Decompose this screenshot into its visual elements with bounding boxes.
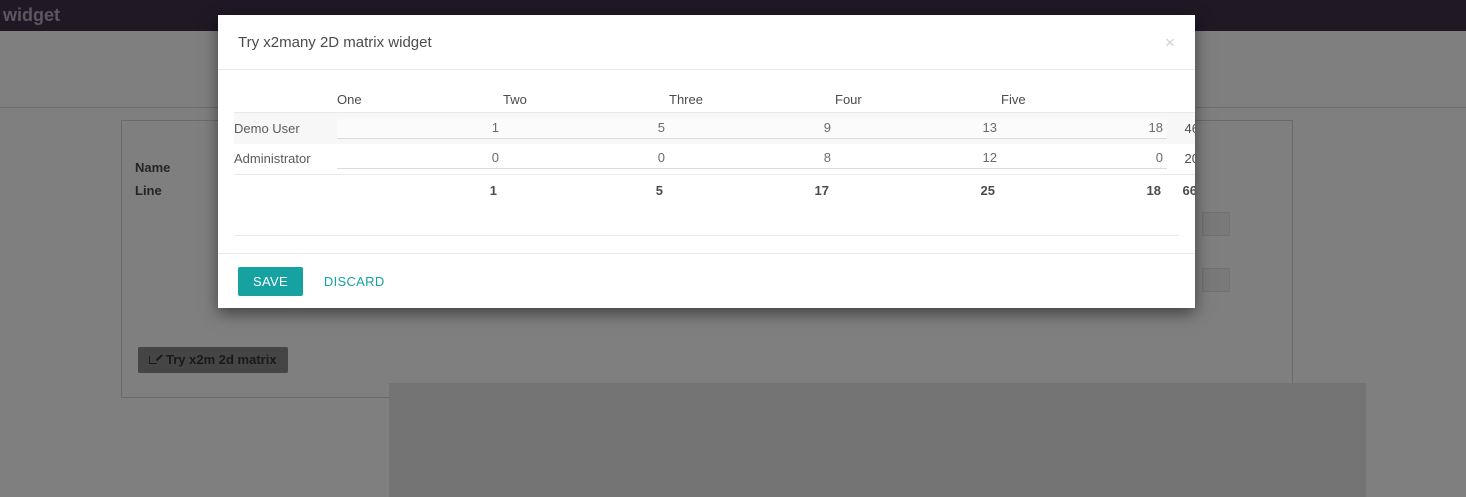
matrix-body: Demo User 46 [234,112,1195,206]
matrix-input-administrator-two[interactable] [503,148,669,170]
matrix-total-one: 1 [489,182,497,198]
matrix-header: One Two Three Four Five [234,86,1195,113]
matrix-row-total: 46 [1184,120,1195,136]
matrix-input-demo-user-four[interactable] [835,117,1001,139]
matrix-cell-five[interactable] [1001,144,1167,175]
matrix-bottom-rule [234,234,1179,236]
matrix-column-header-five: Five [1001,91,1026,107]
matrix-total-two: 5 [655,182,663,198]
matrix-column-header-four: Four [835,91,862,107]
matrix-total-four: 25 [980,182,995,198]
matrix-cell-five[interactable] [1001,113,1167,144]
matrix-grand-total: 66 [1182,182,1195,198]
discard-button[interactable]: DISCARD [313,267,396,296]
matrix-table: One Two Three Four Five Demo User [234,86,1195,206]
save-button[interactable]: SAVE [238,266,303,296]
matrix-input-demo-user-two[interactable] [503,117,669,139]
modal-body: One Two Three Four Five Demo User [218,70,1195,253]
matrix-header-total [1167,86,1195,113]
matrix-input-administrator-three[interactable] [669,148,835,170]
modal-title: Try x2many 2D matrix widget [238,33,432,51]
close-icon[interactable]: × [1159,32,1181,54]
matrix-total-five: 18 [1146,182,1161,198]
matrix-totals-row: 1 5 17 25 18 66 [234,174,1195,206]
matrix-cell-one[interactable] [337,113,503,144]
modal-header: Try x2many 2D matrix widget × [218,15,1195,70]
matrix-column-header-one: One [337,91,362,107]
matrix-cell-one[interactable] [337,144,503,175]
x2many-matrix-modal: Try x2many 2D matrix widget × One Two Th… [218,15,1195,308]
matrix-input-administrator-one[interactable] [337,148,503,170]
matrix-header-row: One Two Three Four Five [234,86,1195,113]
matrix-row-label: Administrator [234,151,311,167]
matrix-cell-two[interactable] [503,113,669,144]
matrix-cell-four[interactable] [835,113,1001,144]
matrix-input-administrator-four[interactable] [835,148,1001,170]
matrix-column-header-two: Two [503,91,527,107]
matrix-input-demo-user-one[interactable] [337,117,503,139]
matrix-cell-two[interactable] [503,144,669,175]
modal-footer: SAVE DISCARD [218,253,1195,308]
matrix-row-total: 20 [1184,151,1195,167]
table-row[interactable]: Demo User 46 [234,112,1195,144]
matrix-cell-three[interactable] [669,144,835,175]
matrix-row-label: Demo User [234,120,300,136]
table-row[interactable]: Administrator 2 [234,144,1195,175]
matrix-column-header-three: Three [669,91,703,107]
matrix-input-demo-user-three[interactable] [669,117,835,139]
matrix-total-three: 17 [814,182,829,198]
matrix-input-administrator-five[interactable] [1001,148,1167,170]
matrix-input-demo-user-five[interactable] [1001,117,1167,139]
matrix-header-rowlabel [234,86,337,113]
matrix-cell-three[interactable] [669,113,835,144]
matrix-cell-four[interactable] [835,144,1001,175]
matrix-totals-label [234,175,337,206]
